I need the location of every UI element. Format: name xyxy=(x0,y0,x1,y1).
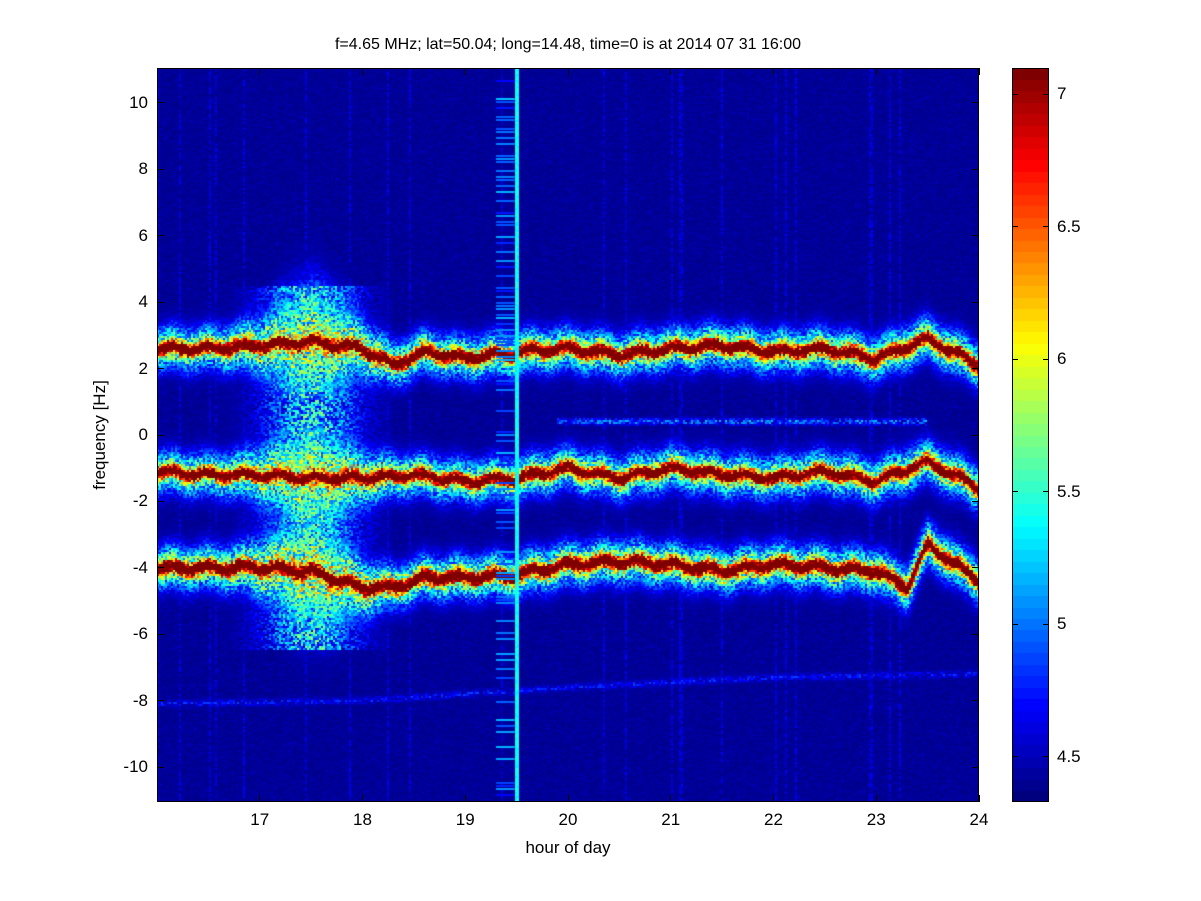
x-tick-mark xyxy=(259,68,261,75)
x-tick-mark xyxy=(978,795,980,802)
y-tick-label: -6 xyxy=(132,624,148,644)
y-tick-mark xyxy=(972,301,979,303)
colorbar-tick-label: 5.5 xyxy=(1057,481,1081,501)
colorbar-tick-label: 7 xyxy=(1057,84,1067,104)
axes-frame xyxy=(157,68,979,802)
y-tick-label: -10 xyxy=(123,757,148,777)
y-tick-mark xyxy=(157,235,164,237)
y-tick-mark xyxy=(972,766,979,768)
x-tick-mark xyxy=(464,68,466,75)
colorbar-tick-label: 4.5 xyxy=(1057,746,1081,766)
y-tick-mark xyxy=(972,168,979,170)
x-tick-mark xyxy=(362,68,363,75)
chart-title: f=4.65 MHz; lat=50.04; long=14.48, time=… xyxy=(334,36,802,53)
x-tick-mark xyxy=(670,68,672,75)
x-tick-mark xyxy=(670,795,672,802)
x-tick-label: 18 xyxy=(353,810,372,829)
y-tick-mark xyxy=(157,434,164,436)
x-tick-mark xyxy=(464,795,466,802)
spectrogram-heatmap xyxy=(157,68,979,802)
colorbar-tick-mark xyxy=(1012,623,1018,625)
colorbar-tick-mark xyxy=(1043,226,1049,228)
y-tick-mark xyxy=(157,700,164,702)
colorbar-tick-mark xyxy=(1043,93,1049,95)
colorbar-frame xyxy=(1012,68,1049,802)
x-tick-label: 21 xyxy=(661,810,681,829)
x-tick-mark xyxy=(567,68,569,75)
y-tick-label: 6 xyxy=(138,225,148,245)
y-tick-label: 2 xyxy=(138,358,148,378)
colorbar-tick-mark xyxy=(1012,93,1018,95)
colorbar-tick-mark xyxy=(1012,491,1018,493)
colorbar-tick-mark xyxy=(1043,358,1049,360)
x-tick-mark xyxy=(875,68,877,75)
y-tick-mark xyxy=(157,500,164,502)
y-tick-mark xyxy=(972,102,979,104)
y-tick-mark xyxy=(972,500,979,502)
x-tick-mark xyxy=(362,795,363,802)
colorbar-gradient xyxy=(1012,68,1049,802)
y-tick-label: 8 xyxy=(138,159,148,179)
x-tick-label: 23 xyxy=(866,810,886,829)
colorbar-tick-mark xyxy=(1043,756,1049,758)
x-tick-mark xyxy=(773,795,774,802)
y-tick-label: -2 xyxy=(132,491,148,511)
y-tick-label: 0 xyxy=(138,425,148,444)
x-tick-mark xyxy=(978,68,980,75)
y-tick-mark xyxy=(157,766,164,768)
colorbar-tick-mark xyxy=(1012,756,1018,758)
y-tick-label: -8 xyxy=(132,690,148,710)
x-tick-label: 24 xyxy=(969,810,989,829)
y-tick-label: -4 xyxy=(132,557,148,577)
plot-area xyxy=(157,68,979,802)
y-tick-label: 10 xyxy=(129,92,148,112)
y-tick-mark xyxy=(157,368,164,370)
y-tick-mark xyxy=(972,368,979,370)
y-tick-mark xyxy=(157,567,164,569)
y-tick-mark xyxy=(972,235,979,237)
y-tick-mark xyxy=(157,301,164,303)
x-tick-mark xyxy=(259,795,261,802)
x-tick-mark xyxy=(875,795,877,802)
colorbar-tick-mark xyxy=(1043,491,1049,493)
y-tick-mark xyxy=(972,434,979,436)
y-tick-mark xyxy=(972,633,979,635)
x-tick-mark xyxy=(773,68,774,75)
colorbar xyxy=(1012,68,1049,802)
y-tick-mark xyxy=(972,567,979,569)
colorbar-tick-mark xyxy=(1012,358,1018,360)
colorbar-tick-mark xyxy=(1043,623,1049,625)
y-tick-mark xyxy=(972,700,979,702)
colorbar-tick-label: 6 xyxy=(1057,349,1067,369)
x-tick-mark xyxy=(567,795,569,802)
colorbar-tick-label: 5 xyxy=(1057,614,1067,634)
x-tick-label: 17 xyxy=(250,810,270,829)
y-axis-label: frequency [Hz] xyxy=(90,380,109,490)
colorbar-tick-label: 6.5 xyxy=(1057,216,1081,236)
x-tick-label: 20 xyxy=(558,810,578,829)
x-tick-label: 22 xyxy=(764,810,783,829)
x-tick-label: 19 xyxy=(455,810,475,829)
y-tick-mark xyxy=(157,102,164,104)
colorbar-tick-mark xyxy=(1012,226,1018,228)
y-tick-mark xyxy=(157,168,164,170)
x-axis-label: hour of day xyxy=(525,838,611,857)
y-tick-label: 4 xyxy=(138,292,148,312)
y-tick-mark xyxy=(157,633,164,635)
